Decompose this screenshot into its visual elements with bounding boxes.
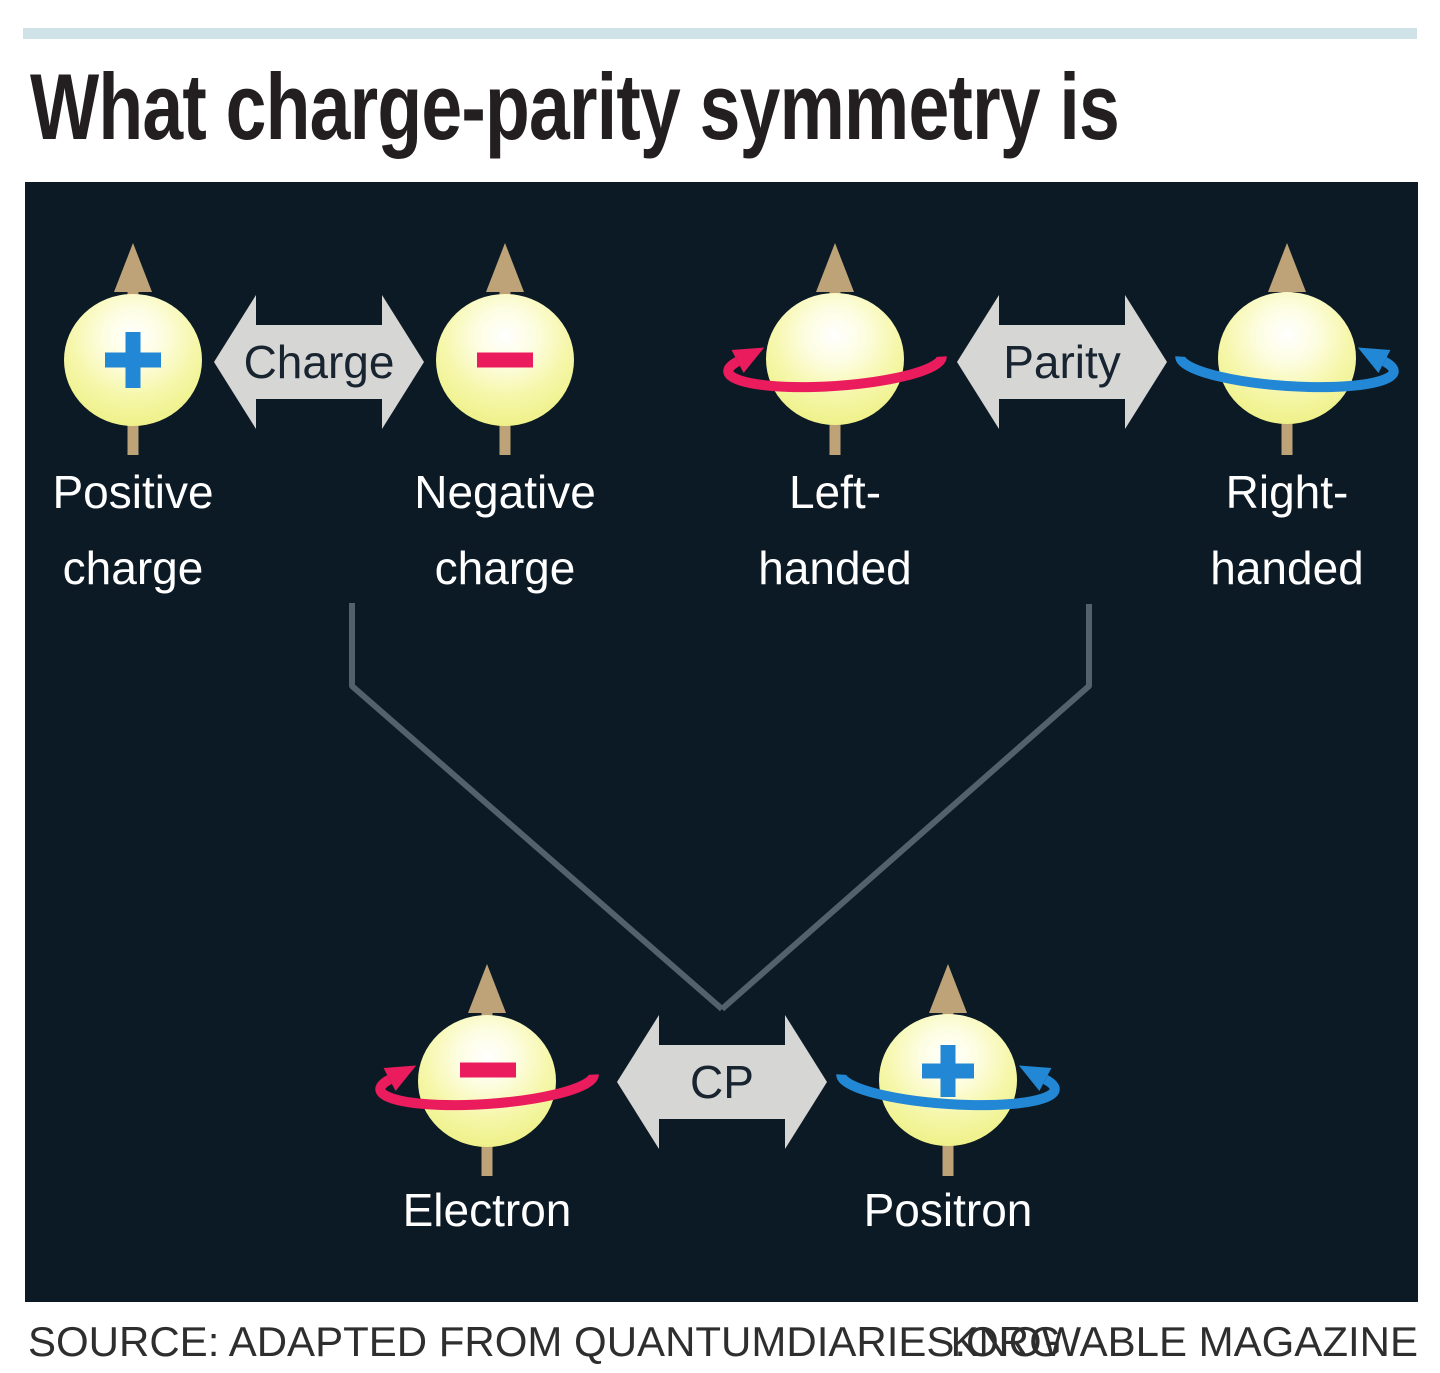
cp-relation-arrow: CP	[617, 1015, 827, 1149]
negative-symbol-icon	[477, 352, 533, 368]
connector-left	[349, 603, 724, 1012]
right-handed-label-line2: handed	[1210, 542, 1364, 594]
left-handed-label-line2: handed	[758, 542, 912, 594]
connector-lines	[349, 603, 1092, 1012]
positive-particle	[64, 243, 202, 455]
negative-particle	[436, 243, 574, 455]
right-spin-ring-icon	[836, 1065, 1060, 1111]
right-handed-particle	[1175, 243, 1399, 455]
particle-sphere	[1218, 292, 1356, 424]
negative-symbol-icon	[460, 1062, 516, 1078]
accent-bar	[23, 28, 1417, 39]
particle-sphere	[418, 1015, 556, 1147]
positron-label: Positron	[864, 1184, 1033, 1236]
charge-arrow-label: Charge	[244, 336, 395, 388]
positron-particle	[836, 964, 1060, 1176]
parity-relation-arrow: Parity	[957, 295, 1167, 429]
positive-charge-label-line2: charge	[63, 542, 204, 594]
cp-arrow-label: CP	[690, 1056, 754, 1108]
right-spin-ring-icon	[1175, 347, 1399, 393]
left-handed-label-line1: Left-	[789, 466, 881, 518]
charge-relation-arrow: Charge	[214, 295, 424, 429]
diagram-panel: Charge Positive charge Negative charge	[25, 182, 1418, 1302]
parity-pair-group: Parity Left- handed Right-	[723, 243, 1399, 594]
page-title: What charge-parity symmetry is	[30, 54, 1120, 159]
footer-credit: KNOWABLE MAGAZINE	[950, 1318, 1418, 1365]
negative-charge-label-line1: Negative	[414, 466, 596, 518]
connector-right	[720, 604, 1092, 1012]
positive-symbol-icon	[922, 1045, 974, 1097]
right-handed-label-line1: Right-	[1226, 466, 1349, 518]
cp-pair-group: CP	[375, 964, 1060, 1236]
negative-charge-label-line2: charge	[435, 542, 576, 594]
parity-arrow-label: Parity	[1003, 336, 1121, 388]
positive-symbol-icon	[105, 332, 161, 388]
footer-source: SOURCE: ADAPTED FROM QUANTUMDIARIES.ORG	[28, 1318, 1062, 1365]
electron-label: Electron	[403, 1184, 572, 1236]
positive-charge-label-line1: Positive	[52, 466, 213, 518]
left-spin-ring-icon	[375, 1065, 599, 1111]
particle-sphere	[766, 293, 904, 425]
electron-particle	[375, 964, 599, 1176]
left-handed-particle	[723, 243, 947, 455]
charge-pair-group: Charge Positive charge Negative charge	[52, 243, 596, 594]
cp-symmetry-diagram: Charge Positive charge Negative charge	[52, 243, 1399, 1236]
left-spin-ring-icon	[723, 347, 947, 393]
